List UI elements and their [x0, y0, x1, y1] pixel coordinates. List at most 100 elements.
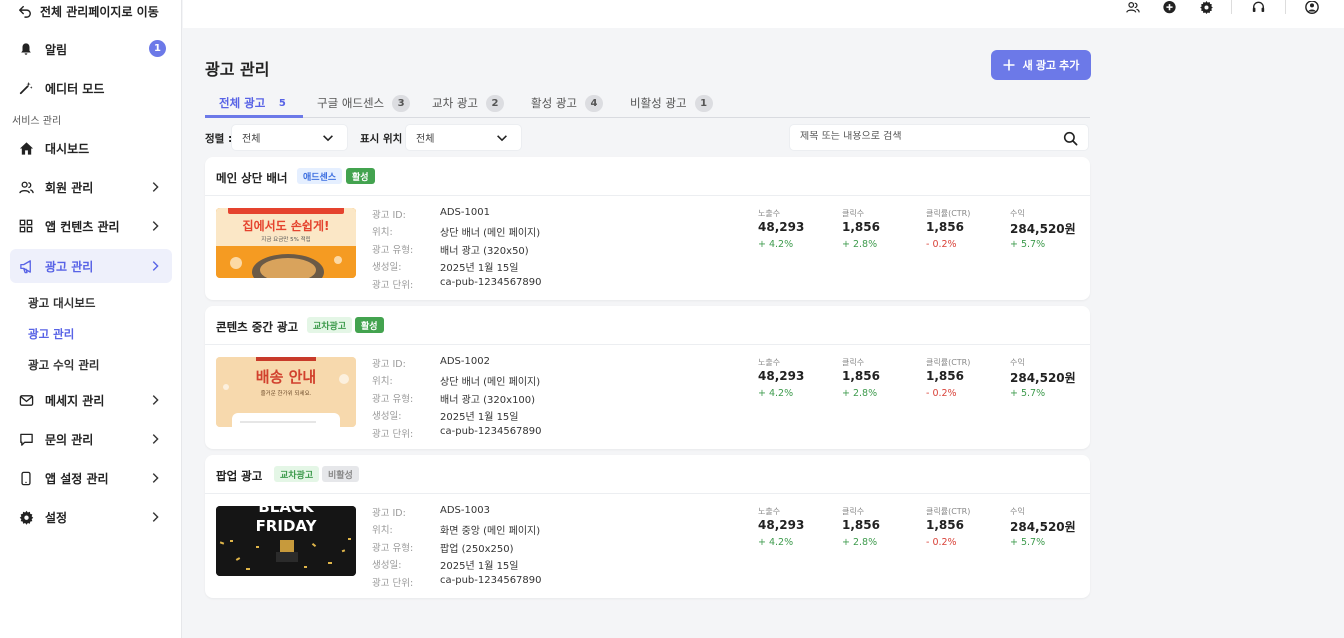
- metric-impressions: 48,293: [758, 220, 805, 234]
- add-ad-button[interactable]: 새 광고 추가: [991, 50, 1091, 80]
- megaphone-icon: [18, 258, 34, 274]
- sort-select[interactable]: 전체: [231, 124, 348, 151]
- location-select[interactable]: 전체: [405, 124, 522, 151]
- sidebar-item-label: 문의 관리: [45, 432, 94, 447]
- users-icon[interactable]: [1125, 0, 1141, 16]
- users-icon: [18, 179, 34, 195]
- topbar-divider: [1231, 0, 1232, 14]
- status-badge: 비활성: [322, 466, 359, 482]
- metric-delta: - 0.2%: [926, 239, 957, 250]
- metric-revenue: 284,520원: [1010, 520, 1076, 534]
- ad-type: 팝업 (250x250): [440, 544, 514, 555]
- metric-impressions: 48,293: [758, 369, 805, 383]
- metric-delta: + 4.2%: [758, 537, 794, 548]
- ad-card[interactable]: 팝업 광고 교차광고 비활성 BLACK FRIDAY 광고 ID: ADS-1…: [205, 455, 1090, 598]
- tab-all-ads[interactable]: 전체 광고 5: [219, 88, 291, 118]
- search-icon[interactable]: [1063, 131, 1078, 146]
- add-ad-button-label: 새 광고 추가: [1022, 60, 1080, 72]
- metric-delta: - 0.2%: [926, 388, 957, 399]
- mail-icon: [18, 392, 34, 408]
- metric-impressions: 48,293: [758, 518, 805, 532]
- ad-id: ADS-1001: [440, 207, 490, 218]
- sidebar-item-label: 앱 컨텐츠 관리: [45, 219, 120, 234]
- sidebar-item-label: 설정: [45, 510, 68, 525]
- tab-count: 3: [392, 94, 411, 112]
- ad-card-header: 콘텐츠 중간 광고 교차광고 활성: [205, 306, 1090, 345]
- metric-ctr: 1,856: [926, 369, 964, 383]
- metric-label: 노출수: [758, 358, 781, 367]
- ad-created: 2025년 1월 15일: [440, 263, 519, 274]
- headset-icon[interactable]: [1250, 0, 1266, 16]
- metric-ctr: 1,856: [926, 518, 964, 532]
- ad-type: 배너 광고 (320x100): [440, 395, 536, 406]
- info-key: 위치:: [372, 525, 393, 536]
- ad-card-title: 메인 상단 배너: [216, 171, 288, 185]
- ad-thumbnail: 배송 안내 즐거운 한가위 되세요.: [216, 357, 356, 427]
- sidebar-section-label: 서비스 관리: [12, 116, 62, 127]
- add-circle-icon[interactable]: [1161, 0, 1177, 16]
- tab-cross-ads[interactable]: 교차 광고 2: [432, 88, 504, 118]
- metric-delta: + 5.7%: [1010, 388, 1046, 399]
- sidebar-item-settings[interactable]: 설정: [10, 500, 172, 534]
- sidebar-item-label: 에디터 모드: [45, 81, 105, 96]
- info-key: 광고 단위:: [372, 280, 414, 291]
- back-to-admin-link[interactable]: 전체 관리페이지로 이동: [18, 2, 159, 20]
- info-key: 광고 유형:: [372, 394, 414, 405]
- thumb-line-1: 집에서도 손쉽게!: [243, 218, 330, 233]
- metric-label: 노출수: [758, 507, 781, 516]
- sidebar-sub-ad-management[interactable]: 광고 관리: [28, 327, 75, 341]
- ad-card[interactable]: 콘텐츠 중간 광고 교차광고 활성 배송 안내 즐거운 한가위 되세요. 광고 …: [205, 306, 1090, 449]
- status-badge: 활성: [346, 168, 375, 184]
- sidebar-sub-ad-dashboard[interactable]: 광고 대시보드: [28, 296, 96, 310]
- sidebar-item-ads[interactable]: 광고 관리: [10, 249, 172, 283]
- ad-created: 2025년 1월 15일: [440, 412, 519, 423]
- ad-type-tag: 교차광고: [274, 466, 320, 482]
- notification-badge: 1: [149, 40, 166, 57]
- topbar-divider: [1285, 0, 1286, 14]
- sidebar-item-inquiries[interactable]: 문의 관리: [10, 422, 172, 456]
- metric-label: 클릭수: [842, 358, 865, 367]
- search-input[interactable]: [800, 131, 1050, 142]
- grid-icon: [18, 218, 34, 234]
- tab-count: 2: [485, 94, 504, 112]
- thumb-line-2: 지금 요금만 5% 적립: [261, 235, 310, 243]
- metric-delta: - 0.2%: [926, 537, 957, 548]
- metric-label: 노출수: [758, 209, 781, 218]
- tab-inactive-ads[interactable]: 비활성 광고 1: [630, 88, 713, 118]
- sidebar-item-notifications[interactable]: 알림 1: [10, 32, 172, 66]
- info-key: 광고 유형:: [372, 543, 414, 554]
- tab-active-ads[interactable]: 활성 광고 4: [531, 88, 603, 118]
- sidebar-item-app-content[interactable]: 앱 컨텐츠 관리: [10, 209, 172, 243]
- gear-icon: [18, 509, 34, 525]
- sidebar-item-app-settings[interactable]: 앱 설정 관리: [10, 461, 172, 495]
- ad-id: ADS-1003: [440, 505, 490, 516]
- tab-adsense[interactable]: 구글 애드센스 3: [317, 88, 411, 118]
- gear-icon[interactable]: [1198, 0, 1214, 16]
- search-box: [789, 124, 1089, 151]
- sidebar-item-messages[interactable]: 메세지 관리: [10, 383, 172, 417]
- thumb-line-1: 배송 안내: [256, 368, 316, 386]
- info-key: 생성일:: [372, 560, 402, 571]
- account-icon[interactable]: [1304, 0, 1320, 16]
- info-key: 위치:: [372, 376, 393, 387]
- metric-delta: + 4.2%: [758, 239, 794, 250]
- metric-clicks: 1,856: [842, 220, 880, 234]
- ad-type-tag: 교차광고: [307, 317, 353, 333]
- metric-label: 수익: [1010, 507, 1025, 516]
- sidebar-item-dashboard[interactable]: 대시보드: [10, 131, 172, 165]
- ad-card-title: 팝업 광고: [216, 469, 263, 483]
- ad-unit: ca-pub-1234567890: [440, 426, 542, 437]
- sidebar-sub-ad-revenue[interactable]: 광고 수익 관리: [28, 358, 100, 372]
- tab-label: 활성 광고: [531, 96, 577, 110]
- thumb-line-1: BLACK: [258, 506, 315, 516]
- sidebar-item-editor-mode[interactable]: 에디터 모드: [10, 71, 172, 105]
- active-tab-indicator: [205, 115, 303, 118]
- thumb-line-2: 즐거운 한가위 되세요.: [261, 389, 312, 397]
- tab-label: 전체 광고: [219, 96, 266, 110]
- sidebar-item-members[interactable]: 회원 관리: [10, 170, 172, 204]
- status-badge: 활성: [355, 317, 384, 333]
- ad-type: 배너 광고 (320x50): [440, 246, 529, 257]
- ad-thumbnail-art: 배송 안내 즐거운 한가위 되세요.: [216, 357, 356, 427]
- ad-id: ADS-1002: [440, 356, 490, 367]
- ad-card[interactable]: 메인 상단 배너 애드센스 활성 집에서도 손쉽게! 지금 요금만 5% 적립 …: [205, 157, 1090, 300]
